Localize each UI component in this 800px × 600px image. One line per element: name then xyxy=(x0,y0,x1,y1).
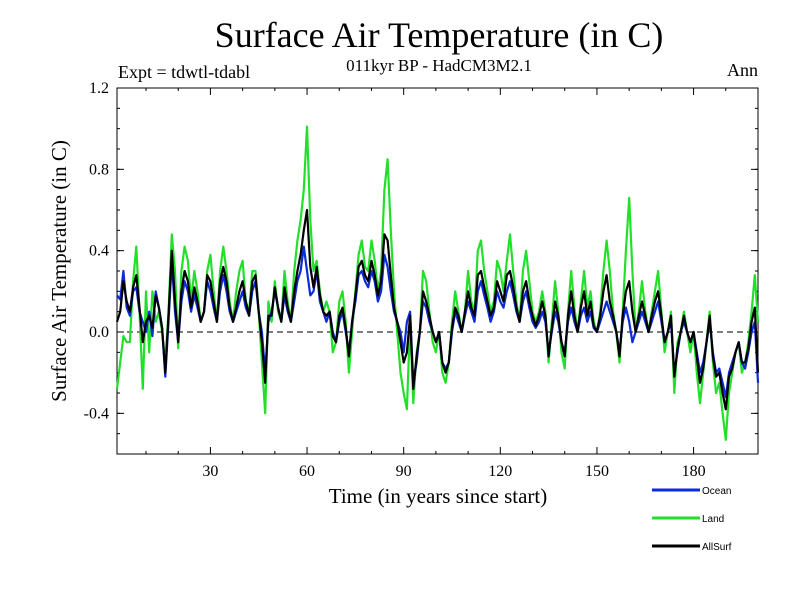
x-axis-label: Time (in years since start) xyxy=(329,484,548,508)
x-tick-label: 30 xyxy=(202,463,218,480)
x-tick-label: 150 xyxy=(585,463,609,480)
y-tick-label: 0.4 xyxy=(89,243,109,260)
series-line-land xyxy=(115,125,760,441)
chart-title: Surface Air Temperature (in C) xyxy=(214,15,664,55)
y-tick-label: 0.8 xyxy=(89,161,109,178)
y-tick-label: 0.0 xyxy=(89,324,109,341)
legend: Ocean Land AllSurf xyxy=(652,486,732,553)
y-tick-label: 1.2 xyxy=(89,80,109,97)
series-line-allsurf xyxy=(115,208,760,411)
legend-label-ocean: Ocean xyxy=(702,486,731,497)
experiment-label: Expt = tdwtl-tdabl xyxy=(118,62,251,82)
legend-label-land: Land xyxy=(702,514,724,525)
chart-subtitle: 011kyr BP - HadCM3M2.1 xyxy=(346,56,532,75)
y-tick-label: -0.4 xyxy=(84,405,109,422)
legend-label-allsurf: AllSurf xyxy=(702,542,732,553)
x-tick-label: 180 xyxy=(682,463,706,480)
period-label: Ann xyxy=(727,60,758,80)
x-tick-label: 120 xyxy=(488,463,512,480)
series-layer xyxy=(115,125,760,441)
x-tick-label: 90 xyxy=(396,463,412,480)
plot-frame xyxy=(116,87,759,455)
x-tick-label: 60 xyxy=(299,463,315,480)
y-axis-label: Surface Air Temperature (in C) xyxy=(47,140,71,402)
axes-layer: -0.4 0.0 0.4 0.8 1.2 30 60 90 120 150 180 xyxy=(84,80,758,480)
